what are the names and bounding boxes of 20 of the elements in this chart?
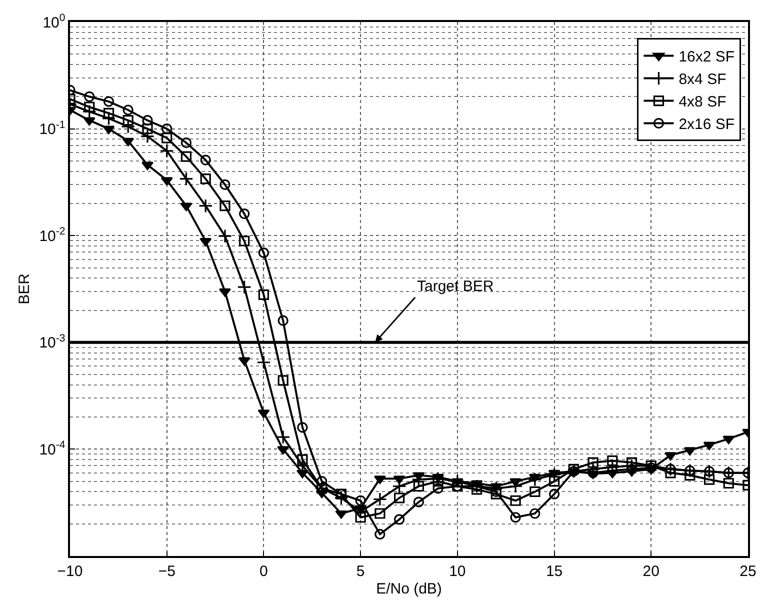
x-tick-label: 15: [546, 562, 563, 580]
x-tick-label: 0: [260, 562, 268, 580]
legend-label: 2x16 SF: [678, 116, 735, 134]
x-tick-label: 25: [740, 562, 756, 580]
x-tick-label: 20: [642, 562, 660, 580]
legend-label: 8x4 SF: [678, 71, 726, 88]
y-tick-label: 10$^{-1}$: [39, 118, 66, 138]
x-tick-label: −5: [158, 562, 176, 580]
x-tick-label: 10: [449, 562, 466, 580]
y-tick-label: 10$^{-3}$: [39, 332, 66, 352]
legend-label: 16x2 SF: [678, 48, 735, 66]
x-tick-label: −10: [57, 562, 83, 580]
y-axis-title: BER: [16, 273, 33, 304]
y-tick-label: 10$^{-4}$: [39, 439, 66, 458]
ref-line-label: Target BER: [417, 278, 494, 295]
legend-label: 4x8 SF: [678, 94, 726, 111]
x-tick-label: 5: [356, 562, 365, 580]
y-tick-label: 10$^{0}$: [42, 12, 66, 32]
x-axis-title: E/No (dB): [376, 580, 442, 598]
y-tick-label: 10$^{-2}$: [39, 226, 66, 245]
